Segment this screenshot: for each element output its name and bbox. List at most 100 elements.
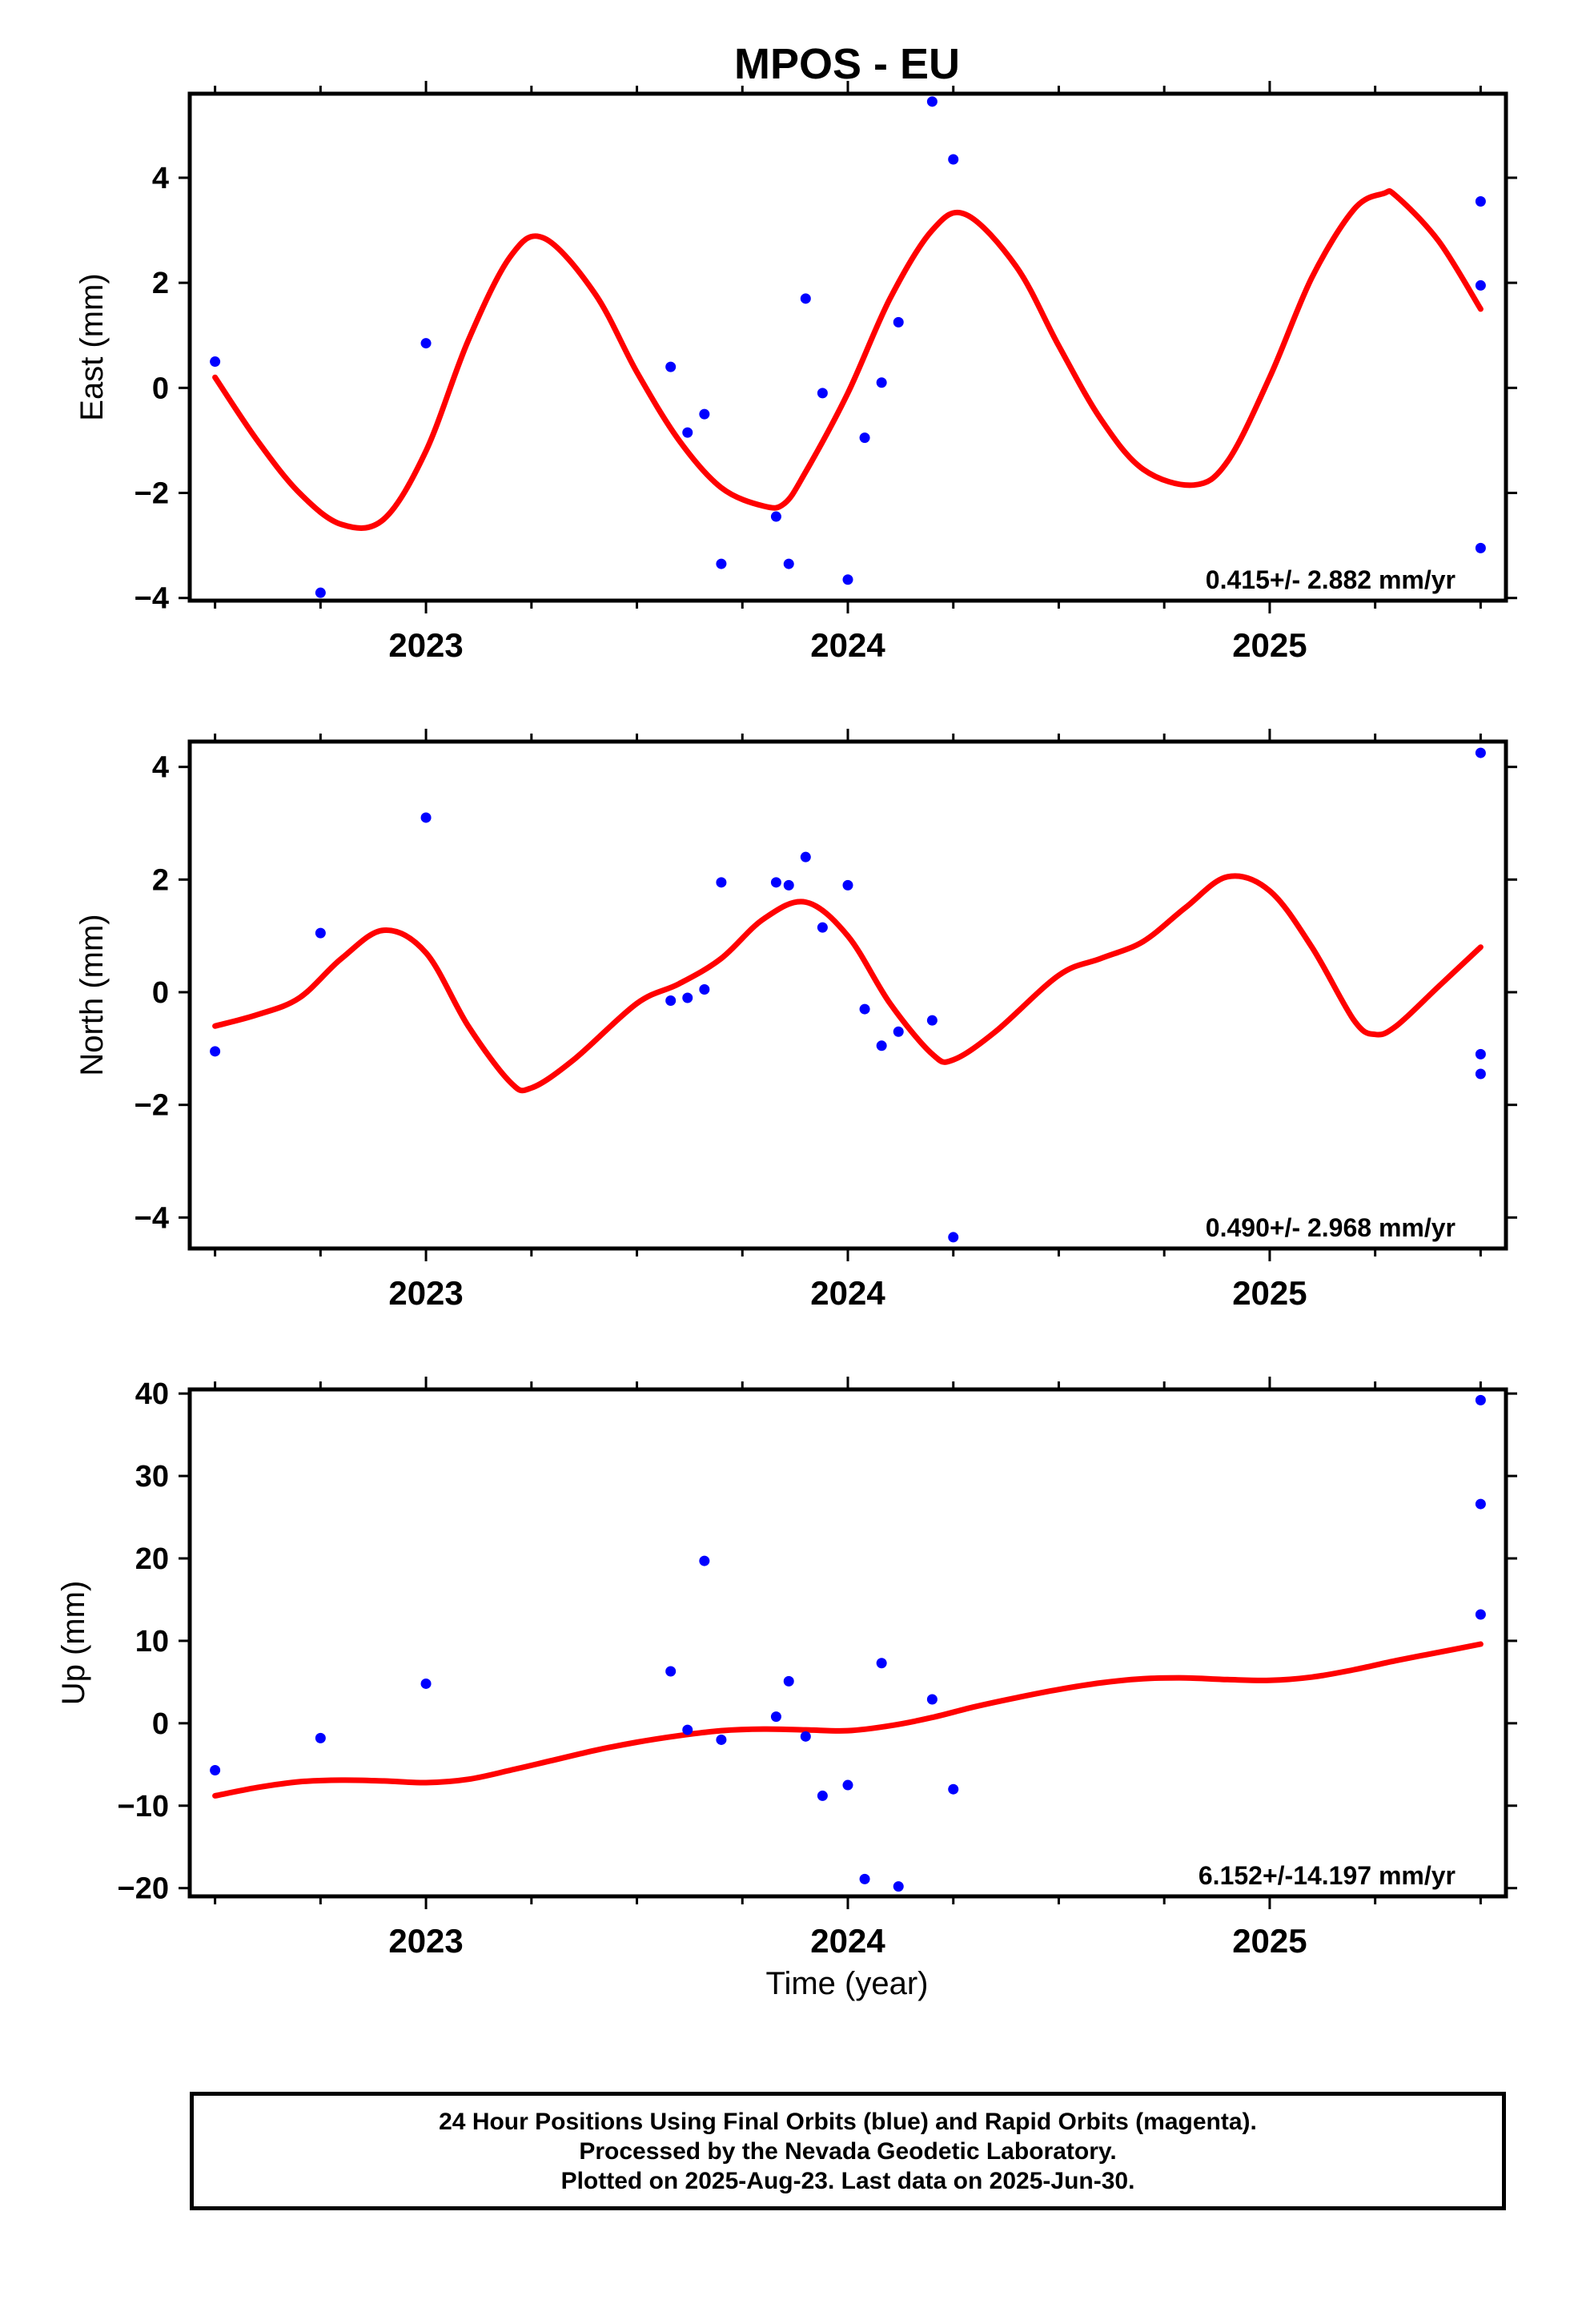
north-data-point	[1475, 1048, 1486, 1059]
up-data-point	[315, 1732, 326, 1743]
north-data-point	[926, 1015, 938, 1026]
up-data-point	[893, 1881, 904, 1892]
north-panel: 2023 2024 2025 −4 −2 0 2 4 North (mm) 0.490+/- 2.…	[74, 729, 1517, 1312]
north-xtick-label: 2023	[388, 1274, 463, 1312]
east-data-point	[893, 316, 904, 328]
up-ytick-label: 10	[135, 1625, 169, 1659]
east-y-axis-label: East (mm)	[74, 273, 110, 420]
up-xtick-label: 2024	[810, 1922, 885, 1960]
north-data-point	[800, 851, 811, 862]
north-fit-curve	[212, 873, 1484, 1094]
north-y-axis-label: North (mm)	[74, 914, 110, 1076]
north-data-point	[842, 879, 853, 891]
east-data-point	[716, 558, 727, 569]
north-data-point	[948, 1232, 959, 1243]
up-data-point	[842, 1779, 853, 1791]
north-data-point	[420, 812, 432, 823]
east-rate-label: 0.415+/- 2.882 mm/yr	[1206, 565, 1456, 594]
up-ytick-label: 30	[135, 1460, 169, 1494]
up-ytick-label: 20	[135, 1542, 169, 1576]
up-data-point	[770, 1711, 781, 1723]
footer-box: 24 Hour Positions Using Final Orbits (bl…	[190, 2092, 1506, 2210]
east-data-point	[842, 574, 853, 585]
up-xtick-label: 2025	[1232, 1922, 1307, 1960]
up-plot-frame	[187, 1387, 1508, 1899]
east-data-point	[800, 293, 811, 304]
up-ytick-label: −10	[118, 1790, 169, 1823]
east-data-point	[699, 408, 710, 420]
north-ytick-label: 0	[152, 976, 169, 1010]
north-ytick-label: −4	[135, 1201, 169, 1235]
chart-title: MPOS - EU	[734, 40, 960, 88]
east-ytick-label: 0	[152, 372, 169, 405]
north-data-point	[699, 983, 710, 995]
east-xtick-label: 2023	[388, 626, 463, 664]
east-ytick-label: −2	[135, 477, 169, 511]
east-data-point	[926, 96, 938, 107]
north-data-point	[859, 1003, 870, 1015]
east-ytick-label: 2	[152, 267, 169, 300]
east-data-point	[315, 587, 326, 598]
east-data-point	[876, 377, 887, 388]
east-plot-frame	[187, 91, 1508, 603]
east-fit-curve	[212, 188, 1484, 531]
north-data-point	[876, 1040, 887, 1051]
east-data-point	[783, 558, 794, 569]
north-data-point	[716, 877, 727, 888]
east-ytick-label: 4	[152, 162, 169, 195]
north-data-point	[1475, 747, 1486, 758]
up-data-point	[210, 1765, 221, 1776]
up-data-point	[682, 1724, 693, 1735]
up-data-point	[1475, 1394, 1486, 1405]
north-data-point	[665, 995, 677, 1007]
north-xtick-label: 2024	[810, 1274, 885, 1312]
north-xtick-label: 2025	[1232, 1274, 1307, 1312]
north-data-point	[817, 922, 828, 933]
up-data-point	[783, 1675, 794, 1687]
east-data-point	[817, 388, 828, 399]
up-ytick-label: −20	[118, 1872, 169, 1906]
east-xtick-label: 2024	[810, 626, 885, 664]
north-ytick-label: 2	[152, 863, 169, 897]
north-data-point	[783, 879, 794, 891]
east-data-point	[948, 154, 959, 165]
east-data-point	[420, 338, 432, 349]
up-data-point	[859, 1873, 870, 1884]
x-axis-label: Time (year)	[766, 1966, 929, 2001]
footer-line-1: 24 Hour Positions Using Final Orbits (bl…	[439, 2108, 1257, 2135]
footer-line-3: Plotted on 2025-Aug-23. Last data on 202…	[560, 2167, 1135, 2194]
east-data-point	[1475, 542, 1486, 553]
north-data-point	[682, 992, 693, 1003]
east-panel: 2023 2024 2025 −4 −2 0 2 4 East (mm) 0.415+/- 2.8…	[74, 81, 1517, 664]
north-data-point	[893, 1026, 904, 1037]
east-data-point	[665, 361, 677, 372]
up-data-point	[665, 1666, 677, 1677]
up-data-point	[800, 1731, 811, 1742]
east-data-point	[1475, 279, 1486, 291]
up-ytick-label: 0	[152, 1707, 169, 1741]
north-ytick-label: 4	[152, 751, 169, 785]
north-plot-frame	[187, 739, 1508, 1251]
up-xtick-label: 2023	[388, 1922, 463, 1960]
up-data-point	[699, 1555, 710, 1566]
north-data-point	[315, 927, 326, 939]
north-rate-label: 0.490+/- 2.968 mm/yr	[1206, 1213, 1456, 1242]
up-ytick-label: 40	[135, 1377, 169, 1411]
north-data-point	[770, 877, 781, 888]
north-data-point	[210, 1046, 221, 1057]
east-data-point	[682, 427, 693, 438]
up-data-point	[817, 1790, 828, 1801]
up-data-point	[1475, 1498, 1486, 1510]
footer-line-2: Processed by the Nevada Geodetic Laborat…	[579, 2137, 1117, 2165]
up-data-point	[926, 1694, 938, 1705]
east-data-point	[770, 511, 781, 522]
up-data-point	[420, 1678, 432, 1689]
east-xtick-label: 2025	[1232, 626, 1307, 664]
up-rate-label: 6.152+/-14.197 mm/yr	[1199, 1861, 1456, 1890]
north-ytick-label: −2	[135, 1089, 169, 1123]
east-data-point	[859, 432, 870, 444]
up-y-axis-label: Up (mm)	[56, 1581, 91, 1706]
up-data-point	[876, 1658, 887, 1669]
up-panel: 2023 2024 2025 −20 −10 0 10 20 30 40 Up (mm) 6.152+…	[56, 1377, 1517, 1960]
